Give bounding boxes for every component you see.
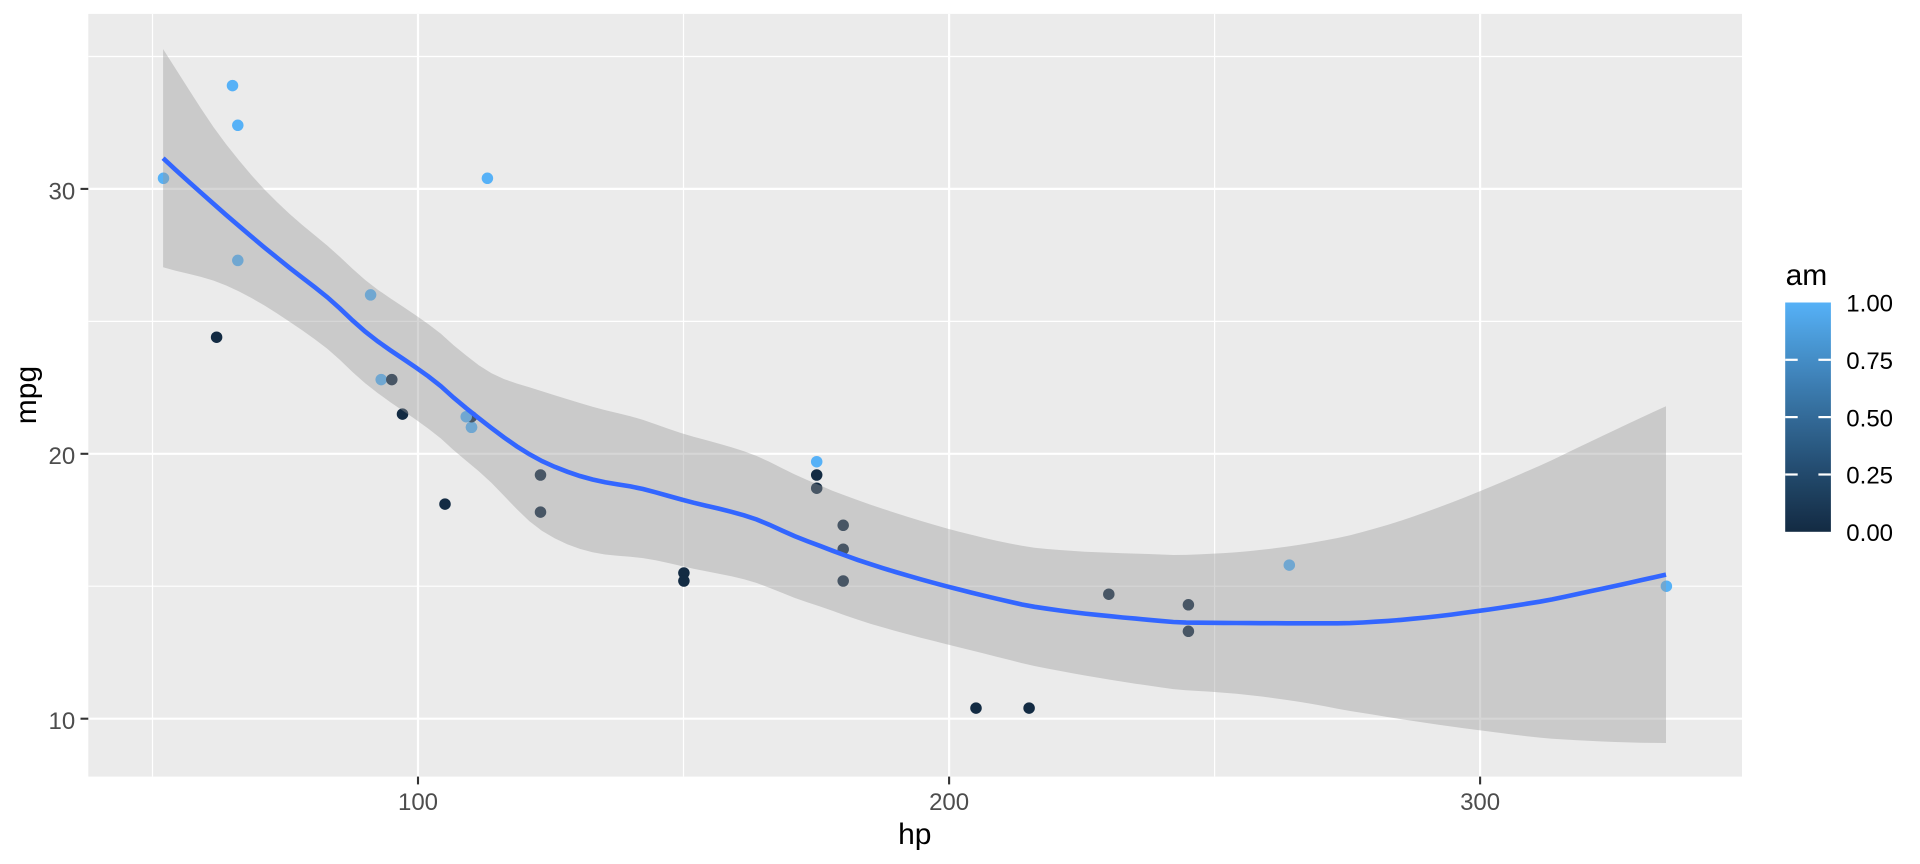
svg-text:20: 20 bbox=[48, 443, 75, 470]
svg-text:300: 300 bbox=[1460, 789, 1500, 816]
svg-text:0.25: 0.25 bbox=[1846, 463, 1893, 490]
svg-text:0.75: 0.75 bbox=[1846, 348, 1893, 375]
svg-text:1.00: 1.00 bbox=[1846, 291, 1893, 318]
svg-text:mpg: mpg bbox=[10, 366, 43, 424]
svg-text:100: 100 bbox=[398, 789, 438, 816]
svg-text:0.00: 0.00 bbox=[1846, 520, 1893, 547]
svg-text:200: 200 bbox=[929, 789, 969, 816]
svg-text:am: am bbox=[1786, 259, 1828, 292]
svg-text:30: 30 bbox=[48, 178, 75, 205]
svg-text:0.50: 0.50 bbox=[1846, 405, 1893, 432]
svg-text:hp: hp bbox=[898, 818, 931, 851]
svg-text:10: 10 bbox=[48, 708, 75, 735]
